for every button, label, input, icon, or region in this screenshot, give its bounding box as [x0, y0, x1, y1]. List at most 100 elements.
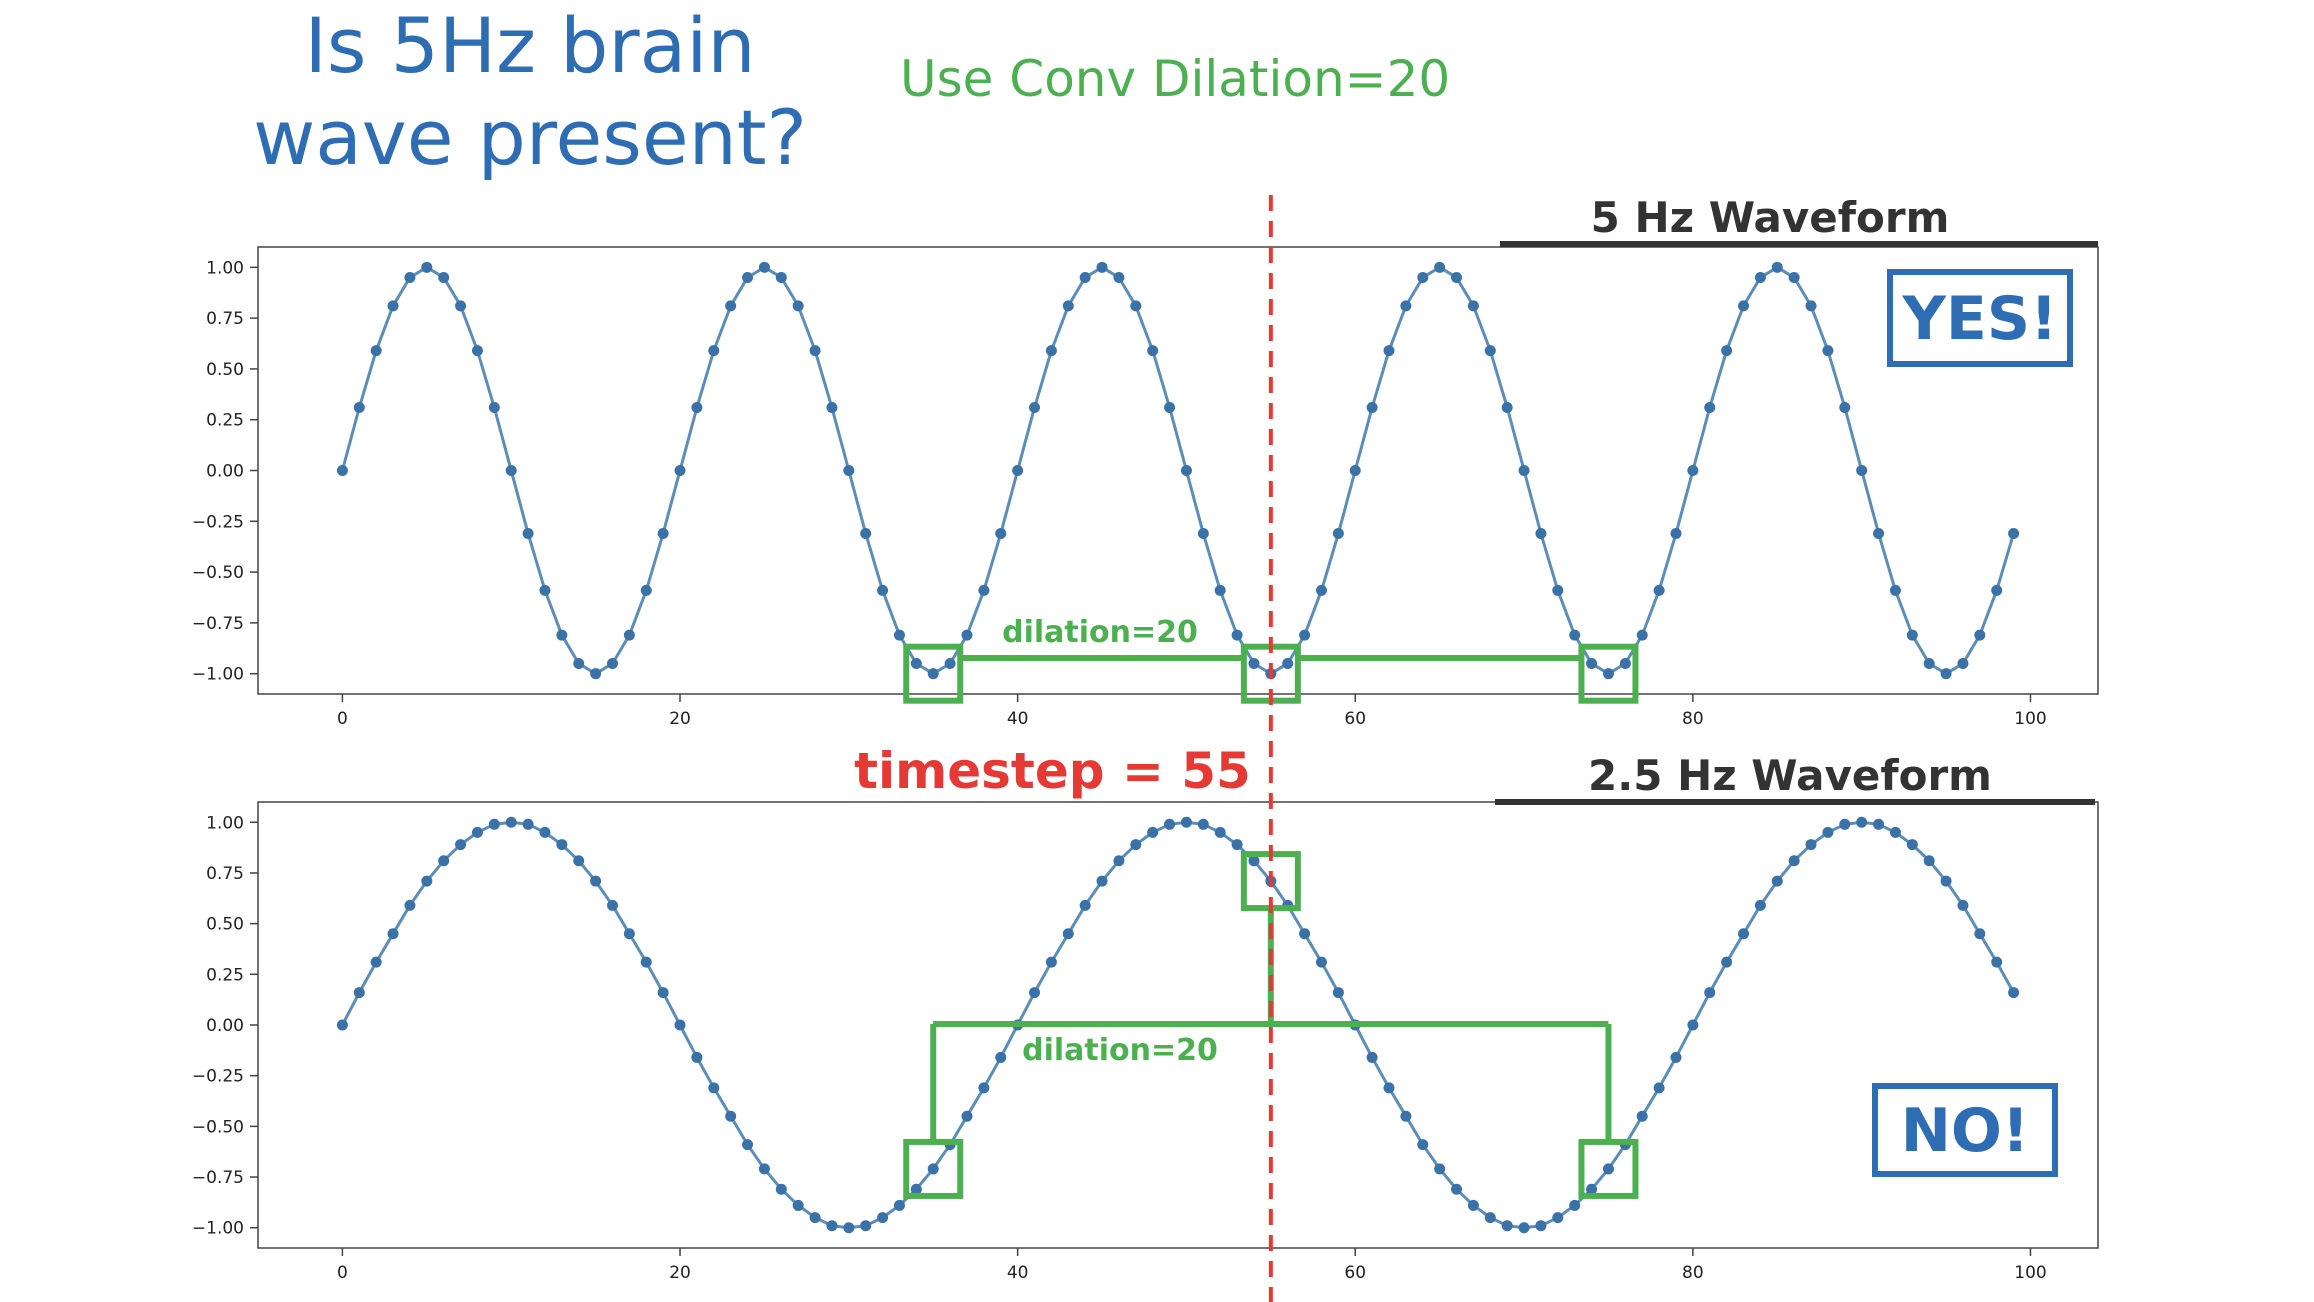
data-point	[708, 1082, 720, 1094]
y-tick-label: 0.75	[206, 309, 244, 329]
chart-title: 5 Hz Waveform	[1591, 193, 1950, 242]
data-point	[1771, 875, 1783, 887]
data-point	[1788, 855, 1800, 867]
data-point	[1889, 584, 1901, 596]
data-point	[1417, 1139, 1429, 1151]
data-point	[1518, 465, 1530, 476]
data-point	[1586, 1183, 1598, 1195]
data-point	[1079, 899, 1091, 911]
data-point	[471, 826, 483, 838]
data-point	[1062, 300, 1074, 312]
x-tick-label: 100	[2014, 1263, 2046, 1283]
headline-line2: wave present?	[253, 93, 807, 182]
data-point	[826, 402, 838, 414]
data-point	[758, 261, 770, 273]
data-point	[927, 668, 939, 680]
y-tick-label: −1.00	[192, 665, 244, 685]
data-point	[1164, 818, 1176, 830]
data-point	[488, 818, 500, 830]
data-point	[1147, 345, 1159, 357]
data-point	[1434, 1163, 1446, 1175]
data-point	[573, 855, 585, 867]
series-line	[341, 820, 2015, 1230]
data-point	[1214, 826, 1226, 838]
data-point	[1602, 668, 1614, 680]
data-point	[1366, 1051, 1378, 1063]
data-point	[725, 300, 737, 312]
data-point	[775, 1183, 787, 1195]
data-point	[1147, 826, 1159, 838]
x-tick-label: 0	[337, 709, 348, 729]
data-point	[877, 584, 889, 596]
y-tick-label: 0.00	[206, 462, 244, 482]
data-point	[1467, 300, 1479, 312]
data-point	[370, 345, 382, 357]
data-point	[1383, 1082, 1395, 1094]
subtitle: Use Conv Dilation=20	[900, 50, 1451, 108]
y-tick-label: −0.75	[192, 614, 244, 634]
data-point	[1180, 816, 1192, 828]
data-point	[1653, 1082, 1665, 1094]
data-point	[995, 1051, 1007, 1063]
data-point	[1501, 402, 1513, 414]
data-point	[1873, 818, 1885, 830]
y-tick-label: 0.75	[206, 864, 244, 884]
data-point	[1754, 899, 1766, 911]
data-point	[1771, 261, 1783, 273]
data-point	[556, 839, 568, 851]
data-point	[1451, 1183, 1463, 1195]
x-tick-label: 80	[1682, 1263, 1704, 1283]
data-point	[1670, 527, 1682, 539]
data-point	[573, 658, 585, 670]
x-tick-label: 60	[1344, 709, 1366, 729]
data-point	[522, 818, 534, 830]
data-point	[1248, 658, 1260, 670]
data-point	[640, 584, 652, 596]
y-tick-label: −0.25	[192, 1067, 244, 1087]
data-point	[1822, 345, 1834, 357]
data-point	[1839, 818, 1851, 830]
data-point	[623, 928, 635, 940]
data-point	[488, 402, 500, 414]
data-point	[961, 629, 973, 641]
data-point	[370, 956, 382, 968]
data-point	[505, 465, 517, 476]
data-point	[657, 987, 669, 999]
data-point	[893, 1199, 905, 1211]
data-point	[1451, 271, 1463, 283]
data-point	[978, 1082, 990, 1094]
data-point	[1417, 271, 1429, 283]
data-point	[1535, 1220, 1547, 1232]
y-tick-label: −0.75	[192, 1168, 244, 1188]
data-point	[590, 875, 602, 887]
dilation-label: dilation=20	[1002, 615, 1198, 650]
data-point	[1029, 402, 1041, 414]
data-point	[1518, 1222, 1530, 1234]
data-point	[1501, 1220, 1513, 1232]
data-point	[1400, 300, 1412, 312]
data-point	[792, 300, 804, 312]
data-point	[1332, 527, 1344, 539]
data-point	[809, 1212, 821, 1224]
data-point	[1012, 465, 1024, 476]
chart-1: 1.00 0.75 0.50 0.25 0.00 −0.25 −0.50 −0.75 −1.00…	[192, 751, 2099, 1283]
data-point	[657, 527, 669, 539]
data-point	[1704, 987, 1716, 999]
answer-text: NO!	[1901, 1096, 2030, 1166]
data-point	[1687, 465, 1699, 476]
data-point	[1552, 584, 1564, 596]
data-point	[1315, 584, 1327, 596]
x-tick-label: 80	[1682, 709, 1704, 729]
data-point	[1974, 629, 1986, 641]
data-point	[1873, 527, 1885, 539]
data-point	[1214, 584, 1226, 596]
data-point	[404, 899, 416, 911]
data-point	[2008, 987, 2020, 999]
data-point	[1619, 658, 1631, 670]
data-point	[1332, 987, 1344, 999]
data-point	[809, 345, 821, 357]
data-point	[353, 987, 365, 999]
data-point	[877, 1212, 889, 1224]
data-point	[1282, 658, 1294, 670]
data-point	[1569, 1199, 1581, 1211]
